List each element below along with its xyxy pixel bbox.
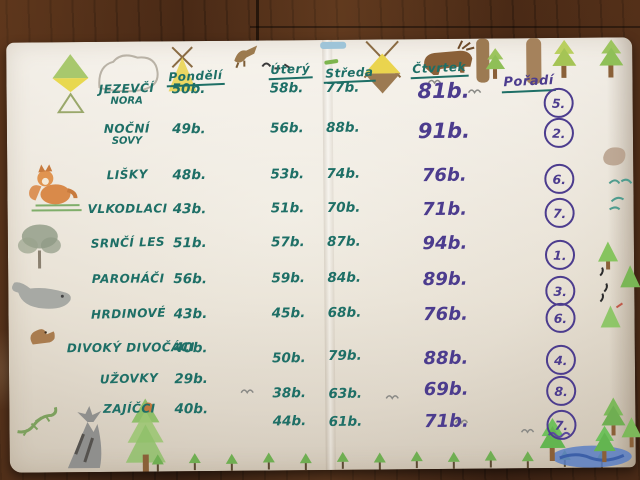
- rank-badge: 1.: [544, 239, 576, 271]
- score-thursday: 71b.: [422, 198, 468, 221]
- score-thursday: 91b.: [417, 118, 471, 144]
- rank-badge: 6.: [543, 163, 575, 195]
- score-tuesday: 53b.: [270, 166, 305, 183]
- score-monday: 50b.: [171, 81, 206, 98]
- score-wednesday: 84b.: [327, 269, 362, 286]
- rank-badge: 2.: [543, 117, 575, 149]
- score-table: JEZEVČÍ NORA 50b. 58b. 77b. 81b. 5. NOČN…: [6, 37, 636, 472]
- score-tuesday: 59b.: [271, 270, 306, 287]
- score-wednesday: 68b.: [327, 304, 362, 321]
- score-thursday: 69b.: [423, 378, 469, 401]
- score-wednesday: 79b.: [328, 347, 362, 364]
- score-monday: 40b.: [174, 400, 209, 418]
- score-thursday: 76b.: [423, 303, 469, 326]
- score-thursday: 81b.: [417, 78, 470, 104]
- score-thursday: 88b.: [423, 347, 469, 370]
- score-wednesday: 70b.: [326, 199, 361, 216]
- score-monday: 48b.: [172, 166, 207, 184]
- score-wednesday: 87b.: [327, 233, 361, 250]
- rank-badge: 7.: [545, 409, 578, 441]
- score-tuesday: 50b.: [272, 350, 306, 367]
- score-sheet-paper: Pondělí Úterý Středa Čtvrtek Pořadí JEZE…: [6, 37, 640, 473]
- score-monday: 56b.: [173, 270, 208, 288]
- score-thursday: 89b.: [422, 268, 468, 291]
- table-row: SRNČÍ LES 51b. 57b. 87b. 94b. 1.: [8, 231, 634, 272]
- score-monday: 43b.: [173, 305, 208, 323]
- score-tuesday: 38b.: [272, 385, 307, 402]
- rank-badge: 5.: [543, 87, 575, 119]
- score-thursday: 76b.: [421, 164, 467, 187]
- score-thursday: 94b.: [422, 232, 468, 255]
- score-wednesday: 77b.: [325, 79, 360, 96]
- score-tuesday: 44b.: [272, 413, 307, 430]
- score-monday: 49b.: [172, 121, 206, 138]
- score-wednesday: 61b.: [328, 413, 363, 430]
- score-tuesday: 57b.: [271, 234, 305, 251]
- table-plank-edge: [250, 26, 640, 28]
- rank-badge: 6.: [544, 302, 577, 334]
- table-row: NOČNÍ SOVY 49b. 56b. 88b. 91b. 2.: [7, 117, 633, 158]
- score-thursday: 71b.: [423, 410, 469, 433]
- rank-badge: 7.: [544, 197, 576, 229]
- score-tuesday: 58b.: [269, 80, 304, 97]
- score-wednesday: 74b.: [326, 165, 361, 182]
- score-tuesday: 56b.: [270, 120, 304, 137]
- score-tuesday: 51b.: [270, 200, 305, 217]
- score-monday: 29b.: [174, 370, 208, 388]
- score-tuesday: 45b.: [271, 305, 306, 322]
- score-monday: 40b.: [173, 339, 208, 357]
- table-row: JEZEVČÍ NORA 50b. 58b. 77b. 81b. 5.: [6, 77, 632, 119]
- table-plank-seam: [256, 0, 259, 46]
- table-row: ZAJÍČCI 40b. 44b. 61b. 71b. 7.: [9, 397, 635, 441]
- score-monday: 43b.: [172, 200, 207, 218]
- score-wednesday: 88b.: [326, 119, 360, 136]
- score-monday: 51b.: [173, 234, 207, 252]
